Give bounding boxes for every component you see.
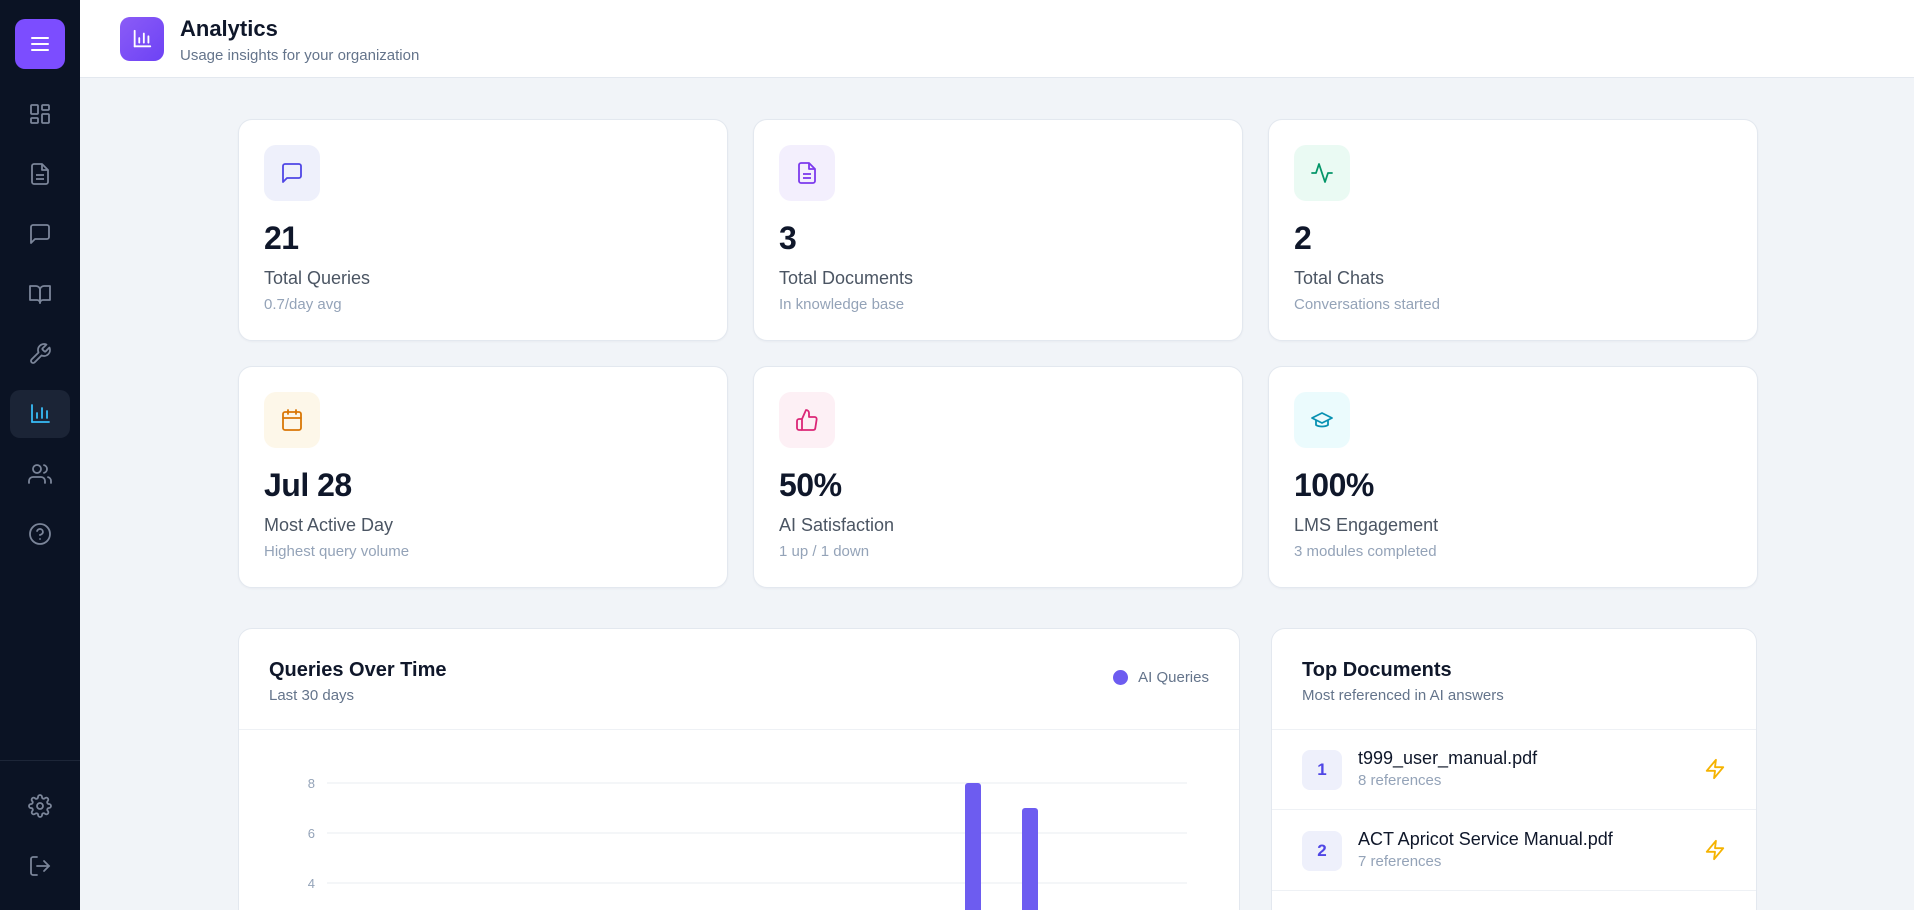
activity-icon [1311,163,1333,183]
graduation-cap-icon [1311,412,1333,428]
message-square-icon [282,163,302,183]
users-icon [28,464,52,484]
logout-icon [30,856,51,876]
stat-card-lms-engagement: 100% LMS Engagement 3 modules completed [1268,366,1758,588]
stat-icon-box [1294,392,1350,448]
panel-divider [239,729,1239,730]
settings-icon [28,794,52,818]
lightning-icon [1705,758,1725,780]
stat-value: Jul 28 [264,467,352,503]
sidebar-item-analytics[interactable] [10,390,70,438]
chart-bar[interactable] [965,783,981,910]
document-rank: 1 [1302,750,1342,790]
stat-label: LMS Engagement [1294,515,1439,535]
top-document-row[interactable]: 1 t999_user_manual.pdf 8 references [1272,730,1756,810]
y-tick-label: 8 [308,776,315,791]
document-references: 8 references [1358,772,1442,789]
queries-over-time-panel: Queries Over Time Last 30 days AI Querie… [238,628,1240,910]
stat-sub: In knowledge base [779,296,905,313]
stat-icon-box [779,392,835,448]
stat-sub: 1 up / 1 down [779,543,870,560]
stat-card-ai-satisfaction: 50% AI Satisfaction 1 up / 1 down [753,366,1243,588]
page-subtitle: Usage insights for your organization [180,47,420,64]
stat-label: Total Documents [779,268,914,288]
calendar-icon [282,409,302,431]
sidebar-item-users[interactable] [10,450,70,498]
document-icon [31,163,49,185]
wrench-icon [30,343,51,364]
stat-value: 2 [1294,220,1312,256]
legend-dot [1113,670,1129,685]
top-documents-panel: Top Documents Most referenced in AI answ… [1271,628,1757,910]
stat-value: 100% [1294,467,1374,503]
sidebar-item-help[interactable] [10,510,70,558]
menu-button[interactable] [15,19,65,69]
document-name: ACT Apricot Service Manual.pdf [1358,829,1613,849]
sidebar-item-learning[interactable] [10,270,70,318]
stat-card-total-documents: 3 Total Documents In knowledge base [753,119,1243,341]
sidebar [0,0,80,910]
stat-label: Total Queries [264,268,371,288]
dashboard-icon [30,104,50,124]
chat-icon [30,224,50,244]
stat-sub: Highest query volume [264,543,410,560]
analytics-icon [31,404,50,423]
panel-divider [1272,729,1756,730]
top-document-row[interactable]: 2 ACT Apricot Service Manual.pdf 7 refer… [1272,811,1756,891]
page-title: Analytics [180,16,278,41]
sidebar-divider [0,760,80,761]
stat-card-total-queries: 21 Total Queries 0.7/day avg [238,119,728,341]
stat-label: AI Satisfaction [779,515,895,535]
chart-subtitle: Last 30 days [269,687,355,704]
stat-sub: Conversations started [1294,296,1440,313]
y-tick-label: 4 [308,876,315,891]
document-name: t999_user_manual.pdf [1358,748,1538,768]
sidebar-item-documents[interactable] [10,150,70,198]
sidebar-item-logout[interactable] [10,842,70,890]
sidebar-item-chat[interactable] [10,210,70,258]
stat-label: Total Chats [1294,268,1385,288]
queries-chart: 8 6 4 [308,776,1187,910]
stat-card-total-chats: 2 Total Chats Conversations started [1268,119,1758,341]
page-header: Analytics Usage insights for your organi… [80,0,1914,78]
sidebar-item-settings[interactable] [10,782,70,830]
top-documents-title: Top Documents [1302,659,1452,681]
header-icon [120,17,164,61]
stat-sub: 3 modules completed [1294,543,1437,560]
stat-value: 21 [264,220,299,256]
sidebar-item-dashboard[interactable] [10,90,70,138]
stat-icon-box [264,145,320,201]
chart-title: Queries Over Time [269,659,447,681]
chart-legend: AI Queries [1113,669,1209,686]
stat-icon-box [264,392,320,448]
stat-icon-box [1294,145,1350,201]
help-icon [29,523,51,545]
stat-card-most-active-day: Jul 28 Most Active Day Highest query vol… [238,366,728,588]
stat-value: 50% [779,467,842,503]
y-tick-label: 6 [308,826,315,841]
bar-chart-icon [133,29,152,48]
stat-sub: 0.7/day avg [264,296,342,313]
stat-label: Most Active Day [264,515,394,535]
file-text-icon [798,162,816,184]
chart-bar[interactable] [1022,808,1038,910]
sidebar-item-tools[interactable] [10,330,70,378]
top-documents-subtitle: Most referenced in AI answers [1302,687,1504,704]
thumbs-up-icon [796,409,818,431]
book-icon [29,285,51,304]
lightning-icon [1705,839,1725,861]
document-references: 7 references [1358,853,1442,870]
menu-icon [31,37,49,51]
document-rank: 2 [1302,831,1342,871]
stat-value: 3 [779,220,797,256]
stat-icon-box [779,145,835,201]
legend-label: AI Queries [1138,669,1209,686]
